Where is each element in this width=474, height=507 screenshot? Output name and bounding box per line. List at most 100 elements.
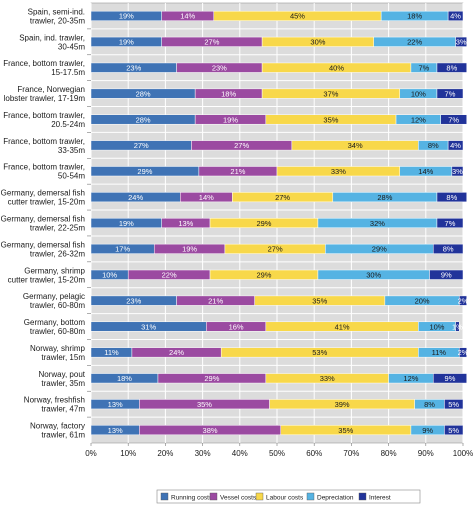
bar-value-label: 10% bbox=[102, 271, 117, 280]
x-tick-label: 40% bbox=[232, 449, 248, 458]
bar-value-label: 19% bbox=[119, 12, 134, 21]
bar-value-label: 31% bbox=[141, 322, 156, 331]
bar-value-label: 22% bbox=[162, 271, 177, 280]
category-label: Norway, freshfish bbox=[24, 396, 85, 405]
bar-value-label: 7% bbox=[445, 219, 456, 228]
bar-value-label: 29% bbox=[372, 245, 387, 254]
bar-segment bbox=[436, 88, 464, 99]
bar-value-label: 8% bbox=[446, 193, 457, 202]
legend-swatch bbox=[306, 492, 315, 501]
bar-value-label: 12% bbox=[411, 115, 426, 124]
x-tick-label: 0% bbox=[85, 449, 97, 458]
legend-label: Labour costs bbox=[266, 495, 304, 502]
category-label: 33-35m bbox=[58, 146, 85, 155]
category-label: 30-45m bbox=[58, 42, 85, 51]
bar-value-label: 14% bbox=[418, 167, 433, 176]
bar-value-label: 14% bbox=[180, 12, 195, 21]
bar-segment bbox=[429, 269, 464, 280]
category-label: trawler, 60-80m bbox=[30, 301, 85, 310]
bar-value-label: 29% bbox=[204, 374, 219, 383]
bar-value-label: 35% bbox=[312, 296, 327, 305]
bar-value-label: 35% bbox=[323, 115, 338, 124]
legend: Running costs Vessel costs Labour costs Dep… bbox=[156, 489, 421, 504]
category-label: 20.5-24m bbox=[51, 120, 85, 129]
legend-swatch bbox=[209, 492, 218, 501]
category-label: Norway, factory bbox=[30, 422, 85, 431]
bar-segment bbox=[451, 166, 464, 177]
bar-value-label: 23% bbox=[126, 64, 141, 73]
bar-value-label: 24% bbox=[169, 348, 184, 357]
bar-value-label: 22% bbox=[407, 38, 422, 47]
legend-box bbox=[156, 489, 421, 504]
category-label: lobster trawler, 17-19m bbox=[4, 94, 86, 103]
bar-segment bbox=[444, 425, 464, 436]
bar-value-label: 32% bbox=[370, 219, 385, 228]
bar-value-label: 10% bbox=[411, 89, 426, 98]
bar-value-label: 7% bbox=[419, 64, 430, 73]
category-labels: Spain, semi-ind.trawler, 20-35m Spain, in… bbox=[1, 7, 86, 439]
bar-segment bbox=[459, 295, 467, 306]
bar-value-label: 17% bbox=[115, 245, 130, 254]
bar-value-label: 18% bbox=[407, 12, 422, 21]
category-label: Germany, shrimp bbox=[24, 266, 85, 275]
bar-value-label: 5% bbox=[448, 400, 459, 409]
category-label: Germany, demersal fish bbox=[1, 189, 85, 198]
bar-value-label: 12% bbox=[403, 374, 418, 383]
category-label: trawler, 26-32m bbox=[30, 249, 85, 258]
bar-value-label: 2% bbox=[458, 296, 469, 305]
bar-value-label: 30% bbox=[310, 38, 325, 47]
bar-value-label: 45% bbox=[290, 12, 305, 21]
x-tick-label: 10% bbox=[120, 449, 136, 458]
bar-value-label: 29% bbox=[256, 219, 271, 228]
bar-value-label: 3% bbox=[452, 167, 463, 176]
bar-value-label: 30% bbox=[366, 271, 381, 280]
bar-value-label: 35% bbox=[338, 426, 353, 435]
bar-value-label: 29% bbox=[137, 167, 152, 176]
category-label: Germany, pelagic bbox=[23, 292, 85, 301]
x-tick-label: 30% bbox=[195, 449, 211, 458]
bar-value-label: 14% bbox=[199, 193, 214, 202]
category-label: France, bottom trawler, bbox=[3, 59, 85, 68]
x-tick-label: 70% bbox=[343, 449, 359, 458]
bar-value-label: 8% bbox=[428, 141, 439, 150]
category-label: cutter trawler, 15-20m bbox=[8, 275, 86, 284]
category-label: France, bottom trawler, bbox=[3, 137, 85, 146]
bar-value-label: 19% bbox=[119, 219, 134, 228]
bar-value-label: 16% bbox=[229, 322, 244, 331]
category-label: trawler, 22-25m bbox=[30, 224, 85, 233]
bar-value-label: 27% bbox=[268, 245, 283, 254]
category-label: trawler, 61m bbox=[41, 431, 85, 440]
bar-value-label: 37% bbox=[323, 89, 338, 98]
bar-segment bbox=[432, 243, 464, 254]
bar-value-label: 9% bbox=[445, 374, 456, 383]
category-label: Germany, bottom bbox=[24, 318, 86, 327]
category-label: cutter trawler, 15-20m bbox=[8, 198, 86, 207]
bar-value-label: 3% bbox=[456, 38, 467, 47]
bar-value-label: 13% bbox=[108, 426, 123, 435]
bar-value-label: 27% bbox=[204, 38, 219, 47]
x-axis-ticks: 0% 10% 20% 30% 40% 50% 60% 70% 80% 90% 100% bbox=[85, 443, 473, 458]
bar-value-label: 23% bbox=[126, 296, 141, 305]
bar-value-label: 53% bbox=[312, 348, 327, 357]
category-label: trawler, 15m bbox=[41, 353, 85, 362]
bar-value-label: 11% bbox=[432, 348, 447, 357]
bar-segment bbox=[459, 347, 467, 358]
category-label: Germany, demersal fish bbox=[1, 215, 85, 224]
bar-value-label: 19% bbox=[223, 115, 238, 124]
legend-label: Interest bbox=[369, 495, 391, 502]
bar-value-label: 18% bbox=[221, 89, 236, 98]
bar-segment bbox=[436, 62, 467, 73]
bar-value-label: 40% bbox=[329, 64, 344, 73]
bar-value-label: 13% bbox=[108, 400, 123, 409]
bar-value-label: 10% bbox=[429, 322, 444, 331]
category-label: 15-17.5m bbox=[51, 68, 85, 77]
bar-segment bbox=[444, 399, 464, 410]
bar-value-label: 34% bbox=[348, 141, 363, 150]
category-label: Norway, shrimp bbox=[30, 344, 86, 353]
bar-value-label: 19% bbox=[119, 38, 134, 47]
bar-value-label: 35% bbox=[197, 400, 212, 409]
x-tick-label: 20% bbox=[157, 449, 173, 458]
bar-value-label: 27% bbox=[234, 141, 249, 150]
x-tick-label: 90% bbox=[418, 449, 434, 458]
